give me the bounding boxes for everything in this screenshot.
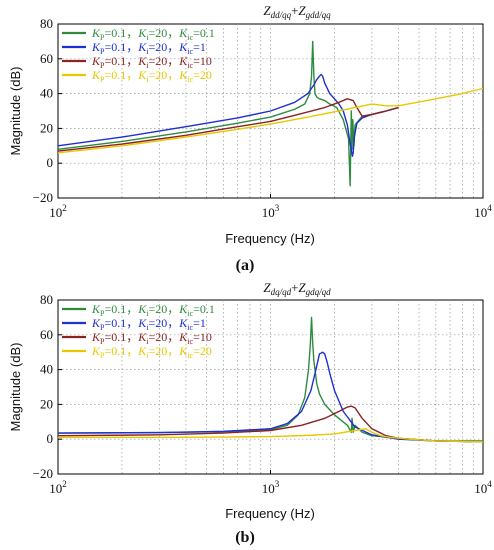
chart-a-x-ticks: 102 103 104 — [49, 194, 492, 220]
chart-b-subfigure-label: (b) — [235, 529, 255, 546]
chart-a-legend-entry-4: KP=0.1，Ki=20，Kic=20 — [91, 68, 212, 84]
chart-b-grid — [58, 300, 483, 474]
chart-b-series-line-4 — [58, 428, 484, 443]
chart-a-legend-entry-1: KP=0.1，Ki=20，Kic=0.1 — [91, 26, 215, 42]
chart-b-legend-entry-4: KP=0.1，Ki=20，Kic=20 — [91, 344, 212, 360]
chart-b-title: Zdq/qd+Zgdq/qd — [263, 280, 331, 297]
chart-b-y-tick-label: −20 — [33, 466, 53, 481]
chart-b-legend-entry-3: KP=0.1，Ki=20，Kic=10 — [91, 330, 212, 346]
chart-a-y-tick-label: 80 — [40, 16, 53, 31]
chart-a-xlabel: Frequency (Hz) — [225, 231, 315, 246]
chart-b-legend-entry-1: KP=0.1，Ki=20，Kic=0.1 — [91, 302, 215, 318]
chart-a-series-line-3 — [57, 98, 399, 152]
chart-b-x-tick-label: 102 — [49, 479, 67, 496]
chart-a-ylabel: Magnitude (dB) — [8, 67, 23, 156]
chart-a-y-tick-label: 0 — [47, 155, 54, 170]
chart-b-series-line-2 — [57, 351, 484, 443]
chart-b-y-tick-label: 60 — [40, 327, 53, 342]
chart-a-y-tick-label: −20 — [33, 190, 53, 205]
chart-b-x-tick-label: 104 — [474, 479, 492, 496]
chart-a-subfigure-label: (a) — [236, 257, 255, 274]
chart-a-y-tick-label: 60 — [40, 51, 53, 66]
chart-b-y-tick-label: 0 — [47, 431, 54, 446]
chart-a-legend-entry-3: KP=0.1，Ki=20，Kic=10 — [91, 54, 212, 70]
chart-b-y-ticks: −20 0 20 40 60 80 — [33, 292, 62, 481]
chart-a-series-line-2 — [57, 73, 399, 157]
chart-a-grid — [58, 24, 483, 198]
chart-a-x-tick-label: 104 — [474, 203, 492, 220]
chart-b-x-ticks: 102 103 104 — [49, 470, 492, 496]
chart-a-legend-entry-2: KP=0.1，Ki=20，Kic=1 — [91, 40, 206, 56]
chart-a-y-ticks: −20 0 20 40 60 80 — [33, 16, 62, 205]
chart-b-legend-entry-2: KP=0.1，Ki=20，Kic=1 — [91, 316, 206, 332]
chart-b-ylabel: Magnitude (dB) — [8, 343, 23, 432]
chart-b-y-tick-label: 20 — [40, 396, 53, 411]
chart-b-legend: KP=0.1，Ki=20，Kic=0.1KP=0.1，Ki=20，Kic=1KP… — [62, 302, 215, 360]
chart-b-series — [57, 316, 484, 443]
chart-b-y-tick-label: 80 — [40, 292, 53, 307]
chart-a-series-line-4 — [57, 87, 484, 154]
chart-a-series — [57, 40, 484, 187]
chart-a-y-tick-label: 20 — [40, 120, 53, 135]
chart-b-y-tick-label: 40 — [40, 362, 53, 377]
chart-b-x-tick-label: 103 — [262, 479, 280, 496]
chart-a: Zdd/qq+Zgdd/qq −20 0 20 40 60 80 102 103 104 Ma… — [8, 3, 492, 274]
chart-a-x-tick-label: 102 — [49, 203, 67, 220]
chart-a-x-tick-label: 103 — [262, 203, 280, 220]
chart-a-y-tick-label: 40 — [40, 86, 53, 101]
chart-a-legend: KP=0.1，Ki=20，Kic=0.1KP=0.1，Ki=20，Kic=1KP… — [62, 26, 215, 84]
chart-a-title: Zdd/qq+Zgdd/qq — [263, 3, 331, 20]
chart-b-xlabel: Frequency (Hz) — [225, 506, 315, 521]
chart-b: Zdq/qd+Zgdq/qd −20 0 20 40 60 80 102 103 104 Ma… — [8, 280, 492, 546]
